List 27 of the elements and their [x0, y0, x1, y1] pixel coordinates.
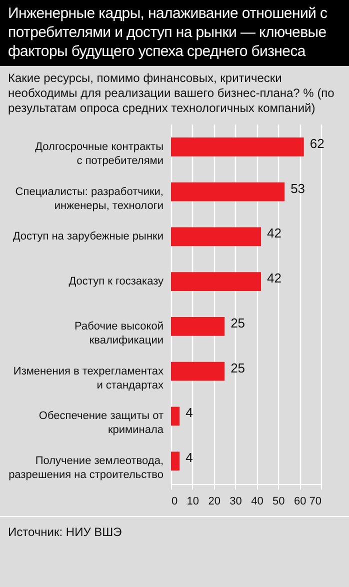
y-tick-label: Рабочие высокой квалификации: [74, 320, 164, 346]
data-label: 25: [230, 360, 246, 376]
data-label: 53: [290, 180, 306, 196]
x-tick-label: 20: [208, 496, 220, 508]
y-tick-label: Долгосрочные контракты с потребителями: [35, 140, 164, 167]
x-tick-label: 60: [294, 496, 306, 508]
y-tick-label: Обеспечение защиты от криминала: [38, 410, 164, 436]
data-label: 42: [267, 226, 282, 241]
x-tick-label: 40: [251, 496, 264, 508]
x-tick-label: 0: [172, 496, 178, 508]
chart-subtitle: Какие ресурсы, помимо финансовых, критически необходимы для реализации вашего бизнес-плана? % (по результатам опроса средних технологичных компаний): [7, 70, 336, 116]
x-tick-label: 70: [309, 496, 322, 508]
x-tick-label: 10: [186, 496, 200, 508]
y-tick-label: Доступ на зарубежные рынки: [12, 230, 164, 243]
data-label: 42: [267, 270, 282, 286]
chart-title: Инженерные кадры, налаживание отношений с потребителями и доступ на рынки — ключевые факторы будущего успеха среднего бизнеса: [0, 0, 349, 66]
x-tick-label: 50: [272, 496, 285, 508]
data-label: 25: [230, 315, 246, 330]
y-tick-label: Доступ к госзаказу: [68, 276, 164, 288]
data-label: 62: [310, 136, 324, 151]
text: Источник: НИУ ВШЭ: [0, 516, 349, 547]
y-tick-label: Изменения в техрегламентах и стандартах: [13, 365, 164, 392]
x-tick-label: 30: [230, 496, 242, 508]
y-tick-label: Получение землеотвода, разрешения на строительство: [8, 455, 164, 482]
data-label: 4: [186, 450, 193, 466]
data-label: 4: [186, 405, 193, 420]
y-tick-label: Специалисты: разработчики, инженеры, технологи: [15, 186, 164, 212]
